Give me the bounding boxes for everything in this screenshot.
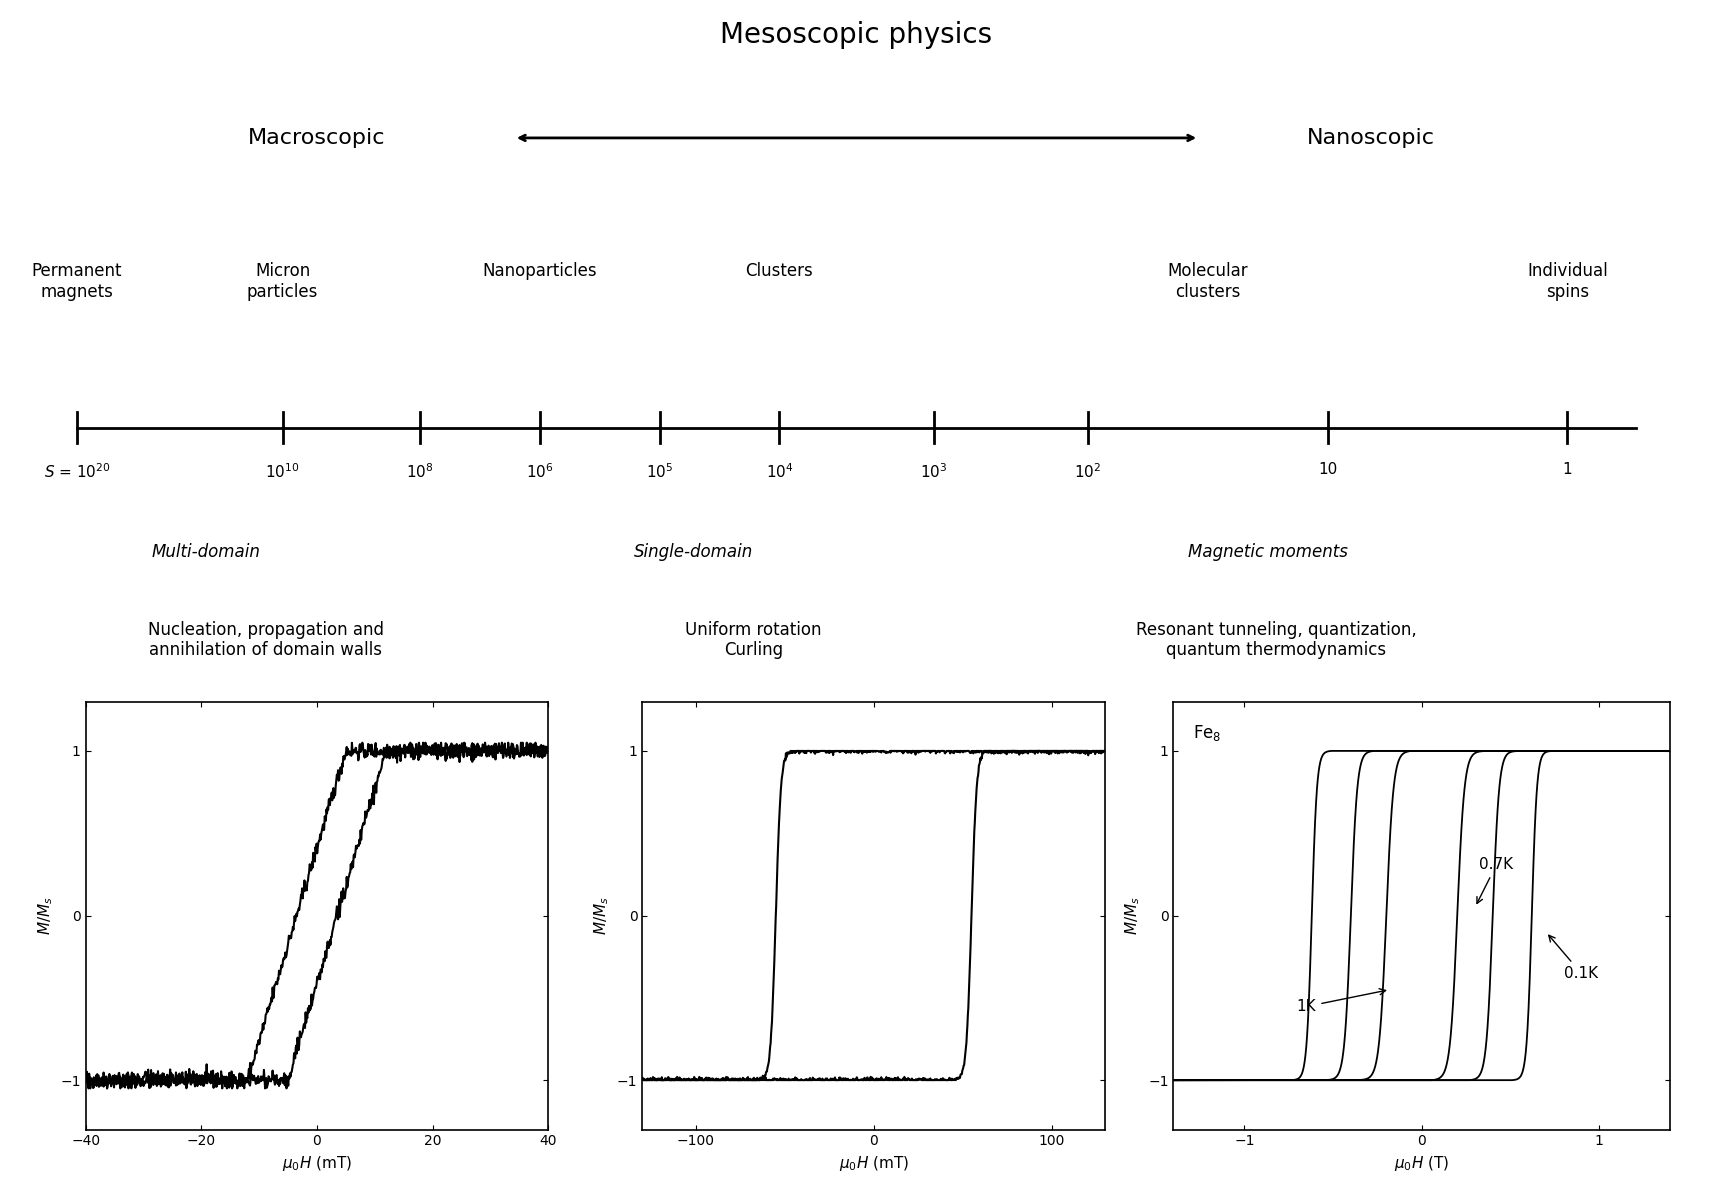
- Text: Single-domain: Single-domain: [634, 542, 754, 561]
- Text: Micron
particles: Micron particles: [247, 262, 319, 301]
- Text: 0.1K: 0.1K: [1549, 936, 1598, 981]
- Text: Uniform rotation
Curling: Uniform rotation Curling: [685, 621, 822, 660]
- Text: 10$^{5}$: 10$^{5}$: [646, 463, 673, 480]
- Text: $S$ = 10$^{20}$: $S$ = 10$^{20}$: [45, 463, 110, 480]
- Text: 10$^{4}$: 10$^{4}$: [766, 463, 793, 480]
- Text: Mesoscopic physics: Mesoscopic physics: [721, 20, 992, 49]
- Text: Nanoparticles: Nanoparticles: [483, 262, 596, 281]
- Text: Fe$_8$: Fe$_8$: [1194, 723, 1221, 743]
- Text: Resonant tunneling, quantization,
quantum thermodynamics: Resonant tunneling, quantization, quantu…: [1136, 621, 1417, 660]
- Text: Molecular
clusters: Molecular clusters: [1167, 262, 1249, 301]
- Y-axis label: $M/M_s$: $M/M_s$: [593, 897, 612, 935]
- Text: 1: 1: [1562, 463, 1573, 477]
- Text: 1K: 1K: [1297, 989, 1386, 1014]
- Text: Nanoscopic: Nanoscopic: [1307, 128, 1434, 147]
- Text: Individual
spins: Individual spins: [1526, 262, 1609, 301]
- Text: Multi-domain: Multi-domain: [151, 542, 260, 561]
- Text: Clusters: Clusters: [745, 262, 814, 281]
- Text: 10$^{8}$: 10$^{8}$: [406, 463, 433, 480]
- Y-axis label: $M/M_s$: $M/M_s$: [1124, 897, 1143, 935]
- Y-axis label: $M/M_s$: $M/M_s$: [36, 897, 55, 935]
- X-axis label: $\mu_0 H$ (T): $\mu_0 H$ (T): [1394, 1155, 1449, 1174]
- Text: 10$^{3}$: 10$^{3}$: [920, 463, 947, 480]
- Text: Magnetic moments: Magnetic moments: [1187, 542, 1348, 561]
- Text: Macroscopic: Macroscopic: [248, 128, 385, 147]
- Text: Nucleation, propagation and
annihilation of domain walls: Nucleation, propagation and annihilation…: [147, 621, 384, 660]
- Text: Permanent
magnets: Permanent magnets: [33, 262, 122, 301]
- X-axis label: $\mu_0 H$ (mT): $\mu_0 H$ (mT): [839, 1155, 908, 1174]
- X-axis label: $\mu_0 H$ (mT): $\mu_0 H$ (mT): [283, 1155, 351, 1174]
- Text: 0.7K: 0.7K: [1477, 857, 1513, 904]
- Text: 10$^{6}$: 10$^{6}$: [526, 463, 553, 480]
- Text: 10: 10: [1317, 463, 1338, 477]
- Text: 10$^{10}$: 10$^{10}$: [266, 463, 300, 480]
- Text: 10$^{2}$: 10$^{2}$: [1074, 463, 1101, 480]
